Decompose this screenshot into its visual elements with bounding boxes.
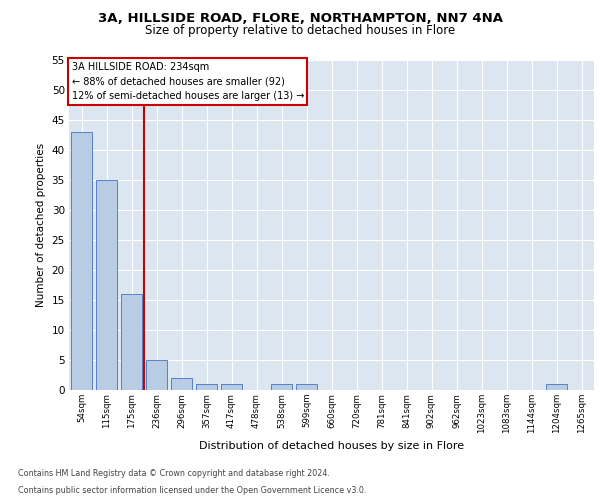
Bar <box>271 384 292 390</box>
Bar <box>71 132 92 390</box>
Bar <box>121 294 142 390</box>
Bar <box>221 384 242 390</box>
Text: 3A, HILLSIDE ROAD, FLORE, NORTHAMPTON, NN7 4NA: 3A, HILLSIDE ROAD, FLORE, NORTHAMPTON, N… <box>97 12 503 26</box>
Text: 3A HILLSIDE ROAD: 234sqm
← 88% of detached houses are smaller (92)
12% of semi-d: 3A HILLSIDE ROAD: 234sqm ← 88% of detach… <box>71 62 304 101</box>
Y-axis label: Number of detached properties: Number of detached properties <box>36 143 46 307</box>
Bar <box>171 378 192 390</box>
Text: Contains public sector information licensed under the Open Government Licence v3: Contains public sector information licen… <box>18 486 367 495</box>
Bar <box>96 180 117 390</box>
Bar <box>546 384 567 390</box>
Text: Size of property relative to detached houses in Flore: Size of property relative to detached ho… <box>145 24 455 37</box>
Bar <box>296 384 317 390</box>
X-axis label: Distribution of detached houses by size in Flore: Distribution of detached houses by size … <box>199 442 464 452</box>
Bar <box>146 360 167 390</box>
Bar <box>196 384 217 390</box>
Text: Contains HM Land Registry data © Crown copyright and database right 2024.: Contains HM Land Registry data © Crown c… <box>18 468 330 477</box>
